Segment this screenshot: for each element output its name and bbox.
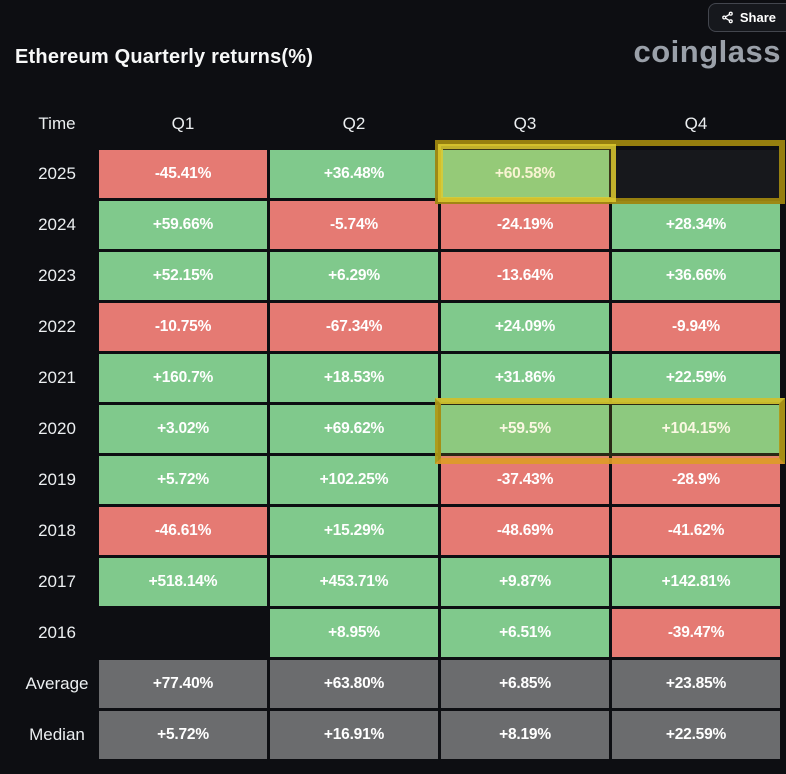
return-cell: +24.09% [441, 303, 609, 351]
row-label: 2023 [38, 266, 76, 285]
return-cell: +5.72% [99, 711, 267, 759]
return-cell: +8.95% [270, 609, 438, 657]
return-cell [612, 150, 780, 198]
share-button[interactable]: Share [707, 3, 786, 32]
return-cell: -48.69% [441, 507, 609, 555]
returns-table: Time Q1 Q2 Q3 Q4 2025 -45.41% +36.48% +60.58% 20… [0, 104, 786, 762]
return-cell: -10.75% [99, 303, 267, 351]
table-row-2016: 2016 +8.95% +6.51% -39.47% [0, 609, 786, 657]
return-cell: -67.34% [270, 303, 438, 351]
return-cell: +6.29% [270, 252, 438, 300]
row-label: 2024 [38, 215, 76, 234]
return-cell: -41.62% [612, 507, 780, 555]
return-cell: -5.74% [270, 201, 438, 249]
row-label: 2018 [38, 521, 76, 540]
return-cell: -28.9% [612, 456, 780, 504]
return-cell: +69.62% [270, 405, 438, 453]
return-cell: -24.19% [441, 201, 609, 249]
row-label: 2025 [38, 164, 76, 183]
return-cell: +142.81% [612, 558, 780, 606]
table-body: 2025 -45.41% +36.48% +60.58% 2024 +59.66% -5.7… [0, 150, 786, 759]
table-row-2021: 2021 +160.7% +18.53% +31.86% +22.59% [0, 354, 786, 402]
row-label: 2019 [38, 470, 76, 489]
return-cell: +9.87% [441, 558, 609, 606]
return-cell: +77.40% [99, 660, 267, 708]
return-cell: +23.85% [612, 660, 780, 708]
return-cell: +22.59% [612, 354, 780, 402]
return-cell: +63.80% [270, 660, 438, 708]
row-label: 2017 [38, 572, 76, 591]
return-cell: +59.5% [441, 405, 609, 453]
return-cell: +453.71% [270, 558, 438, 606]
return-cell: -9.94% [612, 303, 780, 351]
row-label: 2020 [38, 419, 76, 438]
return-cell: +59.66% [99, 201, 267, 249]
return-cell: -45.41% [99, 150, 267, 198]
return-cell: +18.53% [270, 354, 438, 402]
row-label: Median [29, 725, 85, 744]
row-label: 2021 [38, 368, 76, 387]
return-cell: +31.86% [441, 354, 609, 402]
table-row-2019: 2019 +5.72% +102.25% -37.43% -28.9% [0, 456, 786, 504]
return-cell: +6.85% [441, 660, 609, 708]
table-row-2024: 2024 +59.66% -5.74% -24.19% +28.34% [0, 201, 786, 249]
table-row-median: Median +5.72% +16.91% +8.19% +22.59% [0, 711, 786, 759]
table-header-row: Time Q1 Q2 Q3 Q4 [0, 104, 786, 144]
table-row-2023: 2023 +52.15% +6.29% -13.64% +36.66% [0, 252, 786, 300]
return-cell: +5.72% [99, 456, 267, 504]
table-row-2020: 2020 +3.02% +69.62% +59.5% +104.15% [0, 405, 786, 453]
return-cell: +28.34% [612, 201, 780, 249]
coinglass-logo: coinglass [633, 34, 781, 69]
table-row-2022: 2022 -10.75% -67.34% +24.09% -9.94% [0, 303, 786, 351]
return-cell: -13.64% [441, 252, 609, 300]
return-cell: +6.51% [441, 609, 609, 657]
column-header-q3: Q3 [513, 114, 537, 133]
return-cell: +104.15% [612, 405, 780, 453]
table-row-2018: 2018 -46.61% +15.29% -48.69% -41.62% [0, 507, 786, 555]
return-cell: +22.59% [612, 711, 780, 759]
return-cell: +36.48% [270, 150, 438, 198]
return-cell: +36.66% [612, 252, 780, 300]
row-label: Average [25, 674, 89, 693]
row-label: 2016 [38, 623, 76, 642]
share-icon [721, 11, 734, 24]
return-cell: +160.7% [99, 354, 267, 402]
page-title: Ethereum Quarterly returns(%) [15, 46, 314, 68]
return-cell: -39.47% [612, 609, 780, 657]
row-label: 2022 [38, 317, 76, 336]
return-cell: +60.58% [441, 150, 609, 198]
return-cell: +52.15% [99, 252, 267, 300]
return-cell: +102.25% [270, 456, 438, 504]
return-cell: +3.02% [99, 405, 267, 453]
table-row-average: Average +77.40% +63.80% +6.85% +23.85% [0, 660, 786, 708]
return-cell [99, 609, 267, 657]
table-row-2017: 2017 +518.14% +453.71% +9.87% +142.81% [0, 558, 786, 606]
return-cell: +8.19% [441, 711, 609, 759]
column-header-q4: Q4 [684, 114, 708, 133]
column-header-time: Time [38, 114, 76, 133]
share-button-label: Share [739, 10, 776, 25]
column-header-q2: Q2 [342, 114, 366, 133]
return-cell: +16.91% [270, 711, 438, 759]
column-header-q1: Q1 [171, 114, 195, 133]
table-row-2025: 2025 -45.41% +36.48% +60.58% [0, 150, 786, 198]
return-cell: -46.61% [99, 507, 267, 555]
return-cell: +518.14% [99, 558, 267, 606]
return-cell: -37.43% [441, 456, 609, 504]
return-cell: +15.29% [270, 507, 438, 555]
